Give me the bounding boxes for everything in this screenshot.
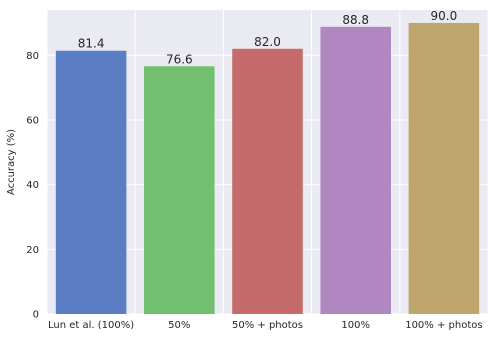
y-tick-label: 60 bbox=[26, 115, 39, 126]
x-tick-label: 100% + photos bbox=[405, 320, 482, 331]
y-tick-label: 80 bbox=[26, 51, 39, 62]
bars bbox=[55, 22, 480, 315]
x-tick-label: Lun et al. (100%) bbox=[48, 320, 134, 331]
data-label: 82.0 bbox=[254, 35, 281, 49]
y-tick-label: 20 bbox=[26, 245, 39, 256]
data-label: 88.8 bbox=[342, 13, 369, 27]
x-axis: Lun et al. (100%) 50% 50% + photos 100% 100%… bbox=[48, 320, 483, 331]
bar bbox=[144, 66, 215, 314]
x-tick-label: 100% bbox=[341, 320, 370, 331]
x-tick-label: 50% bbox=[168, 320, 190, 331]
y-tick-label: 40 bbox=[26, 180, 39, 191]
x-tick-label: 50% + photos bbox=[232, 320, 303, 331]
data-label: 81.4 bbox=[78, 37, 105, 51]
data-label: 76.6 bbox=[166, 52, 193, 66]
data-labels: 81.4 76.6 82.0 88.8 90.0 bbox=[78, 9, 458, 66]
bar bbox=[55, 50, 127, 315]
y-axis-label: Accuracy (%) bbox=[6, 129, 17, 195]
bar bbox=[320, 26, 391, 315]
y-axis: 0 20 40 60 80 bbox=[26, 51, 39, 321]
data-label: 90.0 bbox=[431, 9, 458, 23]
bar bbox=[232, 48, 303, 315]
y-tick-label: 0 bbox=[33, 310, 39, 321]
bar bbox=[408, 22, 480, 315]
